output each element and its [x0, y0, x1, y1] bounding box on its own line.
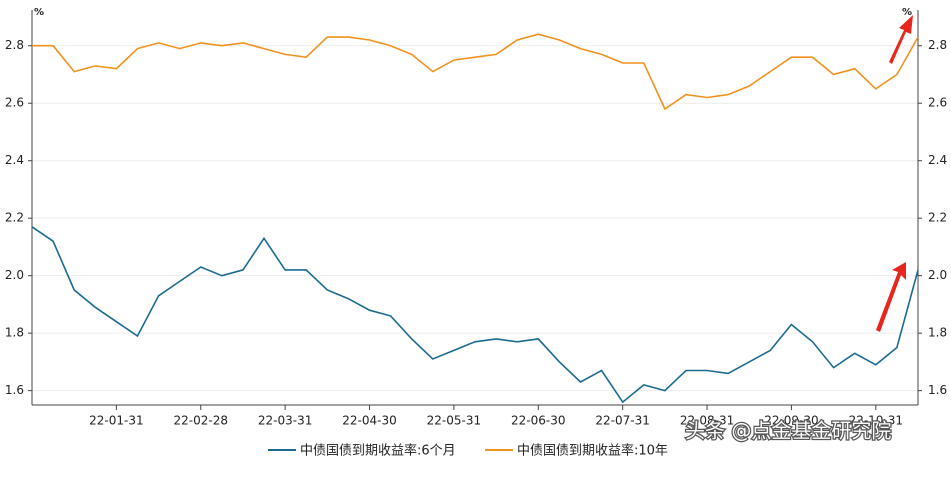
y-tick-label: 2.4	[5, 153, 24, 167]
y-tick-label: 2.8	[5, 38, 24, 52]
x-tick-label: 22-01-31	[89, 414, 143, 428]
series-line	[32, 33, 919, 111]
y-tick-label: 1.6	[5, 383, 24, 397]
y2-axis-unit: %	[902, 7, 912, 18]
series-line	[31, 226, 919, 404]
y2-tick-label: 2.6	[928, 96, 947, 110]
legend-label: 中债国债到期收益率:6个月	[300, 443, 456, 459]
y2-tick-label: 2.8	[928, 38, 947, 52]
x-tick-label: 22-10-31	[849, 414, 903, 428]
x-tick-label: 22-06-30	[511, 414, 565, 428]
y-tick-label: 1.8	[5, 326, 24, 340]
y2-tick-label: 1.8	[928, 326, 947, 340]
x-tick-label: 22-05-31	[427, 414, 481, 428]
y2-tick-label: 2.4	[928, 153, 947, 167]
x-tick-label: 22-04-30	[342, 414, 396, 428]
y2-tick-label: 2.0	[928, 268, 947, 282]
x-tick-label: 22-08-31	[680, 414, 734, 428]
legend-label: 中债国债到期收益率:10年	[517, 443, 668, 459]
y-tick-label: 2.0	[5, 268, 24, 282]
x-tick-label: 22-02-28	[174, 414, 228, 428]
arrow	[876, 262, 906, 332]
x-tick-label: 22-03-31	[258, 414, 312, 428]
arrow	[889, 15, 913, 64]
y-tick-label: 2.6	[5, 96, 24, 110]
watermark: 头条 @点金基金研究院	[685, 419, 891, 443]
y-tick-label: 2.2	[5, 211, 24, 225]
y2-tick-label: 2.2	[928, 211, 947, 225]
x-tick-label: 22-09-30	[764, 414, 818, 428]
y2-tick-label: 1.6	[928, 383, 947, 397]
y-axis-unit: %	[34, 7, 44, 18]
x-tick-label: 22-07-31	[595, 414, 649, 428]
